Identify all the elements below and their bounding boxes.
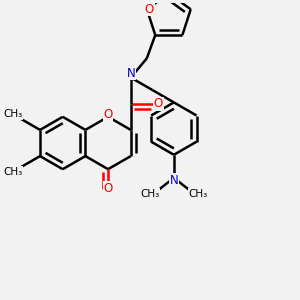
Text: O: O [145,3,154,16]
Text: CH₃: CH₃ [3,109,22,119]
Text: O: O [103,108,113,121]
Text: O: O [103,182,113,195]
Text: O: O [154,97,163,110]
Text: CH₃: CH₃ [3,167,22,177]
Text: N: N [169,174,178,187]
Text: CH₃: CH₃ [188,189,207,199]
Text: N: N [126,67,135,80]
Text: CH₃: CH₃ [140,189,160,199]
